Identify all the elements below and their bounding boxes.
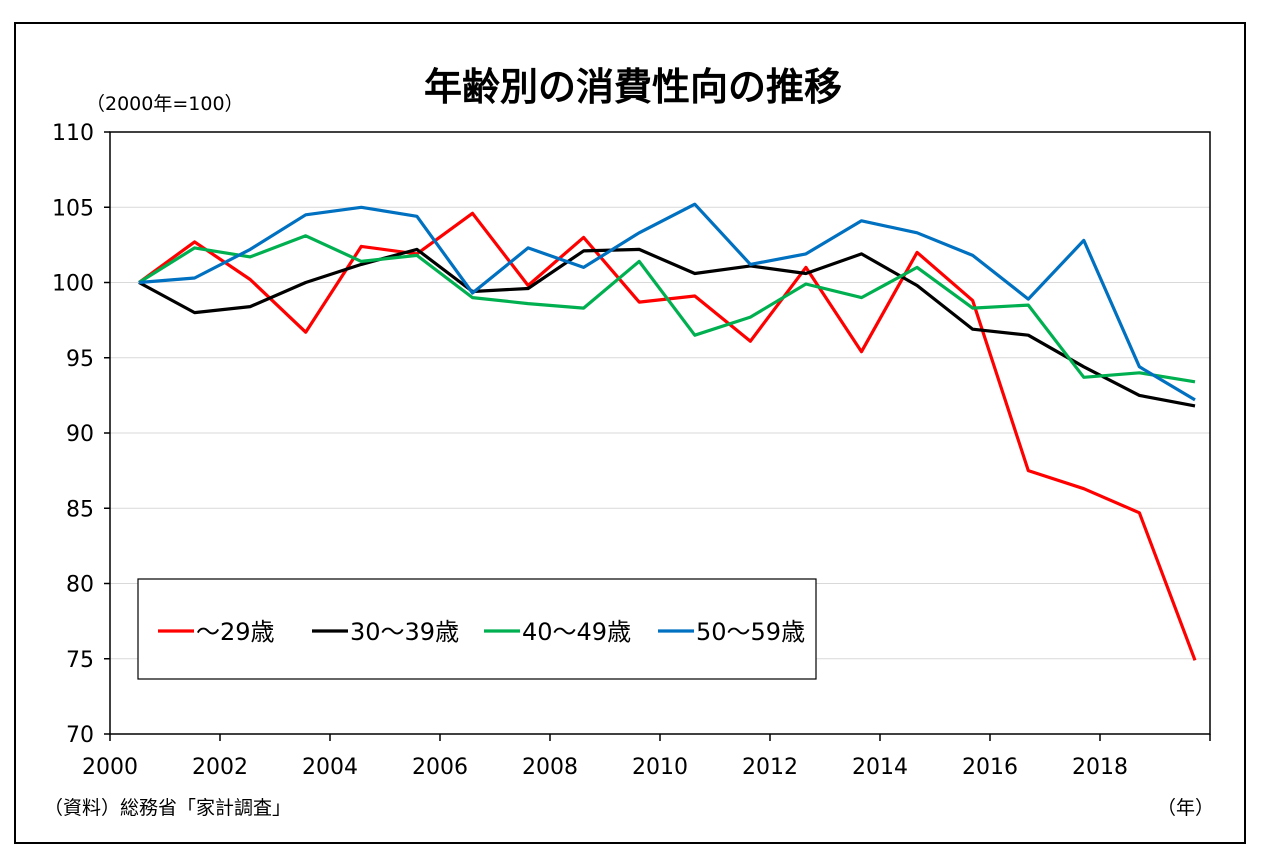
legend-label: 50〜59歳 [696,618,805,646]
legend-label: 30〜39歳 [350,618,459,646]
y-tick-label: 80 [66,573,94,598]
y-tick-label: 75 [66,648,94,673]
series-line-2 [138,247,1196,408]
series-lines [138,202,1197,661]
series-line-3 [138,234,1196,384]
x-axis: 2000 2002 2004 2006 2008 2010 2012 2014 2016 2018 [82,734,1211,780]
y-tick-label: 95 [66,347,94,372]
x-tick-label: 2014 [852,755,908,780]
y-tick-label: 90 [66,422,94,447]
source-note: （資料）総務省「家計調査」 [44,797,291,819]
y-axis: 70 75 80 85 90 95 100 105 110 [52,121,110,748]
x-tick-label: 2004 [302,755,358,780]
chart-title: 年齢別の消費性向の推移 [424,65,842,109]
series-line-4 [138,202,1196,402]
legend-label: 40〜49歳 [522,618,631,646]
x-tick-label: 2000 [82,755,138,780]
y-tick-label: 100 [52,272,94,297]
legend-box [137,578,817,680]
x-tick-label: 2002 [192,755,248,780]
legend: 〜29歳 30〜39歳 40〜49歳 50〜59歳 [137,578,817,680]
legend-label: 〜29歳 [196,618,275,646]
x-tick-label: 2010 [632,755,688,780]
x-tick-label: 2018 [1072,755,1128,780]
y-axis-unit: （2000年=100） [86,93,244,115]
y-tick-label: 85 [66,497,94,522]
x-tick-label: 2012 [742,755,798,780]
x-axis-unit: （年） [1157,797,1214,819]
y-tick-label: 70 [66,723,94,748]
x-tick-label: 2006 [412,755,468,780]
x-tick-label: 2016 [962,755,1018,780]
line-chart: 年齢別の消費性向の推移 （2000年=100） （資料）総務省「家計調査」 （年… [44,65,1214,819]
chart-frame: 年齢別の消費性向の推移 （2000年=100） （資料）総務省「家計調査」 （年… [14,22,1246,844]
y-tick-label: 110 [52,121,94,146]
x-tick-label: 2008 [522,755,578,780]
y-tick-label: 105 [52,196,94,221]
